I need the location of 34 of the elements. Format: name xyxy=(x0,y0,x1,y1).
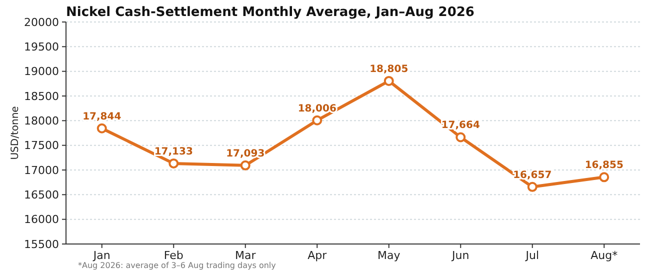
x-tick-label: Jul xyxy=(524,249,540,262)
point xyxy=(96,123,107,134)
y-tick-label: 19500 xyxy=(24,40,59,54)
data-label: 18,006 xyxy=(298,103,336,114)
y-axis-title: USD/tonne xyxy=(10,106,21,160)
x-tick-label: Aug* xyxy=(590,249,618,262)
chart-title: Nickel Cash-Settlement Monthly Average, Jan–Aug 2026 xyxy=(66,5,474,20)
point xyxy=(312,115,322,126)
text: *Aug 2026: average of 3–6 Aug trading days only xyxy=(78,261,276,270)
point xyxy=(527,182,538,192)
y-tick-label: 17500 xyxy=(24,139,59,152)
data-label: 17,844 xyxy=(82,111,122,122)
point xyxy=(240,160,250,170)
y-tick-label: 20000 xyxy=(24,16,59,29)
x-tick-label: Apr xyxy=(308,249,328,262)
x-tick-label: Jun xyxy=(451,249,470,262)
y-tick-label: 19000 xyxy=(24,65,59,78)
y-tick-label: 18500 xyxy=(24,90,59,103)
y-tick-label: 16500 xyxy=(24,188,59,202)
data-label: 17,133 xyxy=(154,146,193,158)
y-tick-label: 18000 xyxy=(24,114,59,128)
data-label: 16,855 xyxy=(584,160,624,172)
data-label: 18,805 xyxy=(370,64,408,75)
x-tick-label: Mar xyxy=(234,249,256,262)
y-tick-label: 16000 xyxy=(24,213,59,226)
point xyxy=(168,158,179,168)
point xyxy=(384,76,394,86)
x-tick-label: Feb xyxy=(164,249,184,262)
x-tick-label: May xyxy=(378,249,401,262)
point xyxy=(456,132,466,142)
y-tick-label: 17000 xyxy=(24,164,59,177)
x-tick-label: Jan xyxy=(92,249,110,262)
point xyxy=(599,172,610,182)
y-tick-label: 15500 xyxy=(24,238,59,251)
